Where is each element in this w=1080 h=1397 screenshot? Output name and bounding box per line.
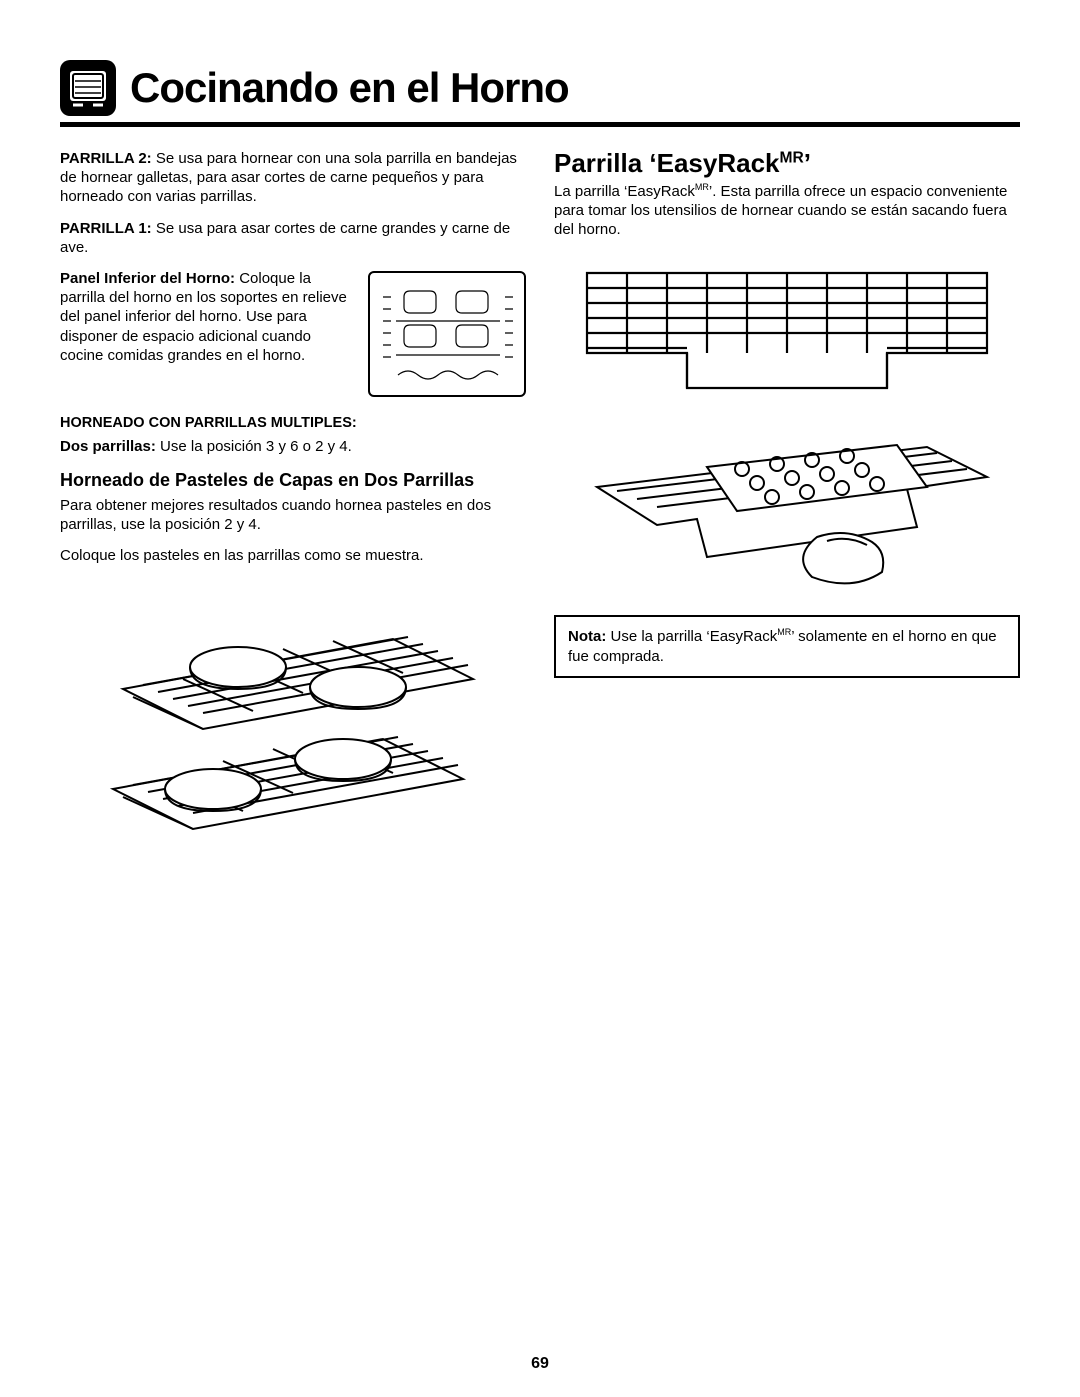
content-columns: PARRILLA 2: Se usa para hornear con una … — [60, 149, 1020, 869]
header-rule — [60, 122, 1020, 127]
page-number: 69 — [0, 1355, 1080, 1373]
parrilla1-text: PARRILLA 1: Se usa para asar cortes de c… — [60, 219, 526, 257]
left-column: PARRILLA 2: Se usa para hornear con una … — [60, 149, 526, 869]
easyrack-usage-figure — [567, 417, 1007, 597]
oven-interior-figure — [368, 271, 526, 397]
easyrack-heading: Parrilla ‘EasyRackMR’ — [554, 149, 1020, 178]
capas-heading: Horneado de Pasteles de Capas en Dos Par… — [60, 470, 526, 492]
oven-icon — [60, 60, 116, 116]
page-header: Cocinando en el Horno — [60, 60, 1020, 116]
easyrack-note: Nota: Use la parrilla ‘EasyRackMR’ solam… — [554, 615, 1020, 678]
capas-p2: Coloque los pasteles en las parrillas co… — [60, 546, 526, 565]
easyrack-intro: La parrilla ‘EasyRackMR’. Esta parrilla … — [554, 182, 1020, 240]
right-column: Parrilla ‘EasyRackMR’ La parrilla ‘EasyR… — [554, 149, 1020, 869]
capas-p1: Para obtener mejores resultados cuando h… — [60, 496, 526, 534]
cakes-on-racks-figure — [93, 579, 493, 869]
page-title: Cocinando en el Horno — [130, 64, 569, 112]
multiple-racks-heading: HORNEADO CON PARRILLAS MULTIPLES: — [60, 415, 526, 431]
dos-parrillas-text: Dos parrillas: Use la posición 3 y 6 o 2… — [60, 437, 526, 456]
easyrack-top-figure — [567, 253, 1007, 403]
parrilla2-text: PARRILLA 2: Se usa para hornear con una … — [60, 149, 526, 207]
